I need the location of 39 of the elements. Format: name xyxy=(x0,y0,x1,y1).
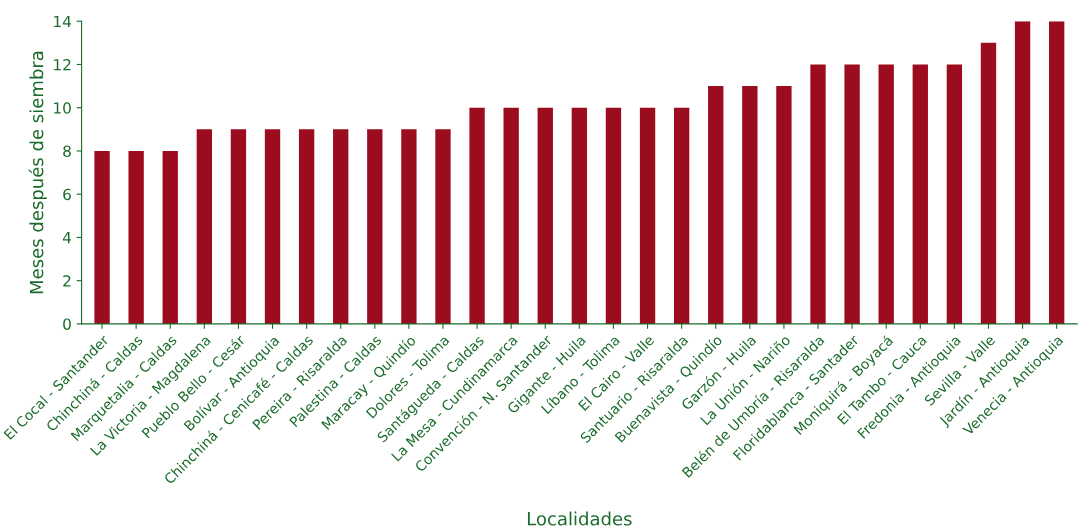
bar xyxy=(298,129,315,324)
bar xyxy=(1014,21,1031,324)
bar xyxy=(673,107,690,324)
bar xyxy=(401,129,417,324)
bar xyxy=(94,150,110,324)
x-axis-title: Localidades xyxy=(527,511,632,526)
bar xyxy=(264,129,281,324)
bar xyxy=(776,86,792,324)
bar xyxy=(708,86,724,324)
bar xyxy=(878,64,894,324)
bar xyxy=(571,107,588,324)
bar xyxy=(605,107,622,324)
y-tick-label: 0 xyxy=(63,318,71,330)
y-tick-label: 6 xyxy=(63,188,71,201)
bar xyxy=(844,64,860,324)
y-tick-label: 12 xyxy=(54,58,71,71)
bar xyxy=(537,107,553,324)
bar xyxy=(333,129,349,324)
y-tick-label: 8 xyxy=(63,145,71,157)
y-tick-label: 2 xyxy=(63,275,71,287)
bar xyxy=(162,150,178,324)
bar xyxy=(1048,21,1065,324)
y-tick-label: 10 xyxy=(54,102,71,114)
bar xyxy=(946,64,963,324)
bar xyxy=(742,86,758,324)
bar xyxy=(469,107,485,324)
bar xyxy=(810,64,826,324)
bar xyxy=(196,129,213,324)
bar xyxy=(128,150,144,324)
bar xyxy=(912,64,928,324)
y-axis-title: Meses después de siembra xyxy=(28,51,47,294)
bar xyxy=(980,42,997,324)
bar xyxy=(503,107,519,324)
bar xyxy=(435,129,451,324)
y-tick-label: 14 xyxy=(54,15,72,28)
bar xyxy=(367,129,383,324)
bar xyxy=(639,107,656,324)
y-tick-label: 4 xyxy=(62,232,72,244)
bar xyxy=(230,129,247,324)
